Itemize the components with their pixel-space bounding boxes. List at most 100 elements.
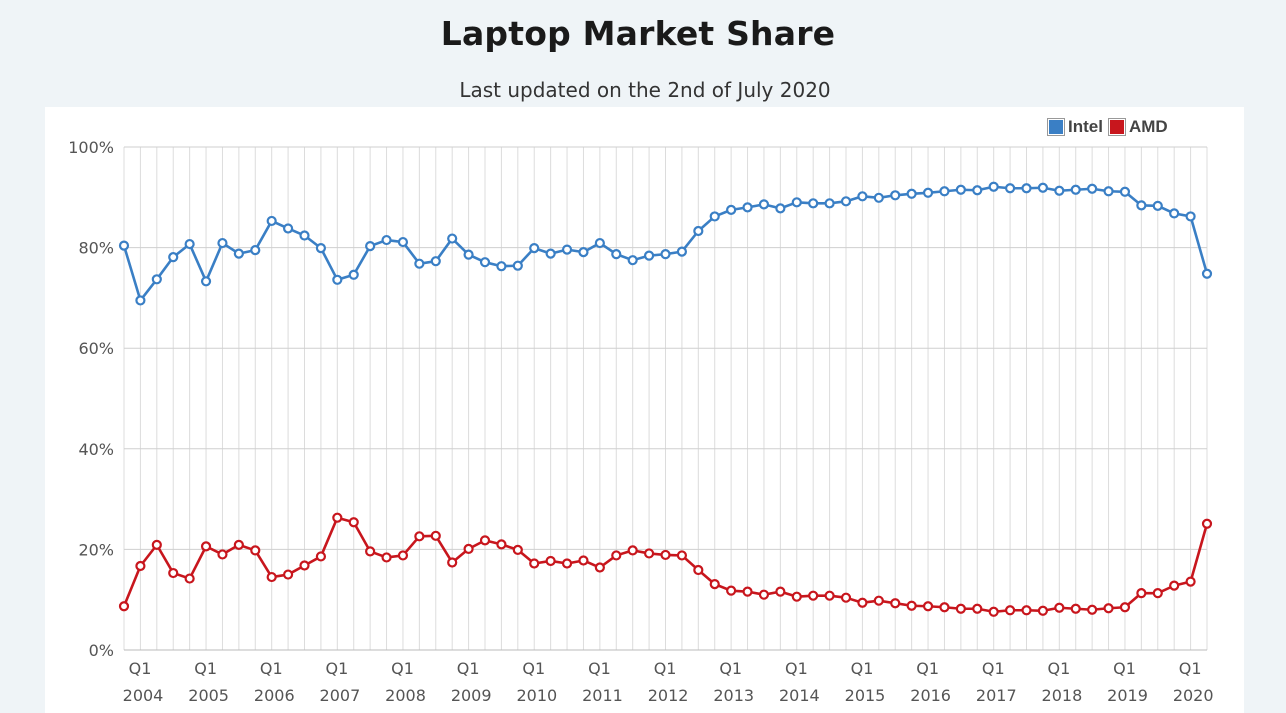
data-point-intel[interactable] — [463, 249, 474, 260]
data-point-amd[interactable] — [151, 539, 162, 550]
data-point-amd[interactable] — [709, 579, 720, 590]
data-point-amd[interactable] — [857, 597, 868, 608]
data-point-amd[interactable] — [414, 531, 425, 542]
data-point-amd[interactable] — [955, 603, 966, 614]
data-point-amd[interactable] — [890, 598, 901, 609]
data-point-intel[interactable] — [299, 230, 310, 241]
data-point-intel[interactable] — [1004, 183, 1016, 194]
data-point-amd[interactable] — [873, 595, 884, 606]
data-point-intel[interactable] — [758, 199, 770, 210]
data-point-intel[interactable] — [332, 274, 343, 285]
data-point-amd[interactable] — [972, 603, 983, 614]
data-point-amd[interactable] — [758, 589, 770, 600]
data-point-intel[interactable] — [1136, 200, 1147, 211]
data-point-intel[interactable] — [200, 276, 212, 287]
data-point-amd[interactable] — [118, 601, 130, 612]
data-point-amd[interactable] — [1169, 580, 1180, 591]
data-point-amd[interactable] — [512, 544, 523, 556]
data-point-amd[interactable] — [1119, 602, 1131, 613]
data-point-amd[interactable] — [988, 606, 999, 617]
data-point-amd[interactable] — [742, 586, 753, 597]
data-point-amd[interactable] — [381, 552, 392, 563]
data-point-intel[interactable] — [315, 243, 327, 254]
data-point-intel[interactable] — [578, 247, 589, 258]
data-point-amd[interactable] — [693, 564, 704, 576]
data-point-intel[interactable] — [233, 248, 244, 259]
data-point-amd[interactable] — [135, 560, 146, 572]
data-point-amd[interactable] — [447, 557, 458, 568]
data-point-amd[interactable] — [332, 512, 343, 523]
data-point-intel[interactable] — [742, 202, 753, 213]
data-point-amd[interactable] — [397, 550, 409, 561]
data-point-amd[interactable] — [168, 567, 179, 579]
data-point-intel[interactable] — [365, 240, 376, 252]
data-point-intel[interactable] — [808, 198, 819, 209]
data-point-amd[interactable] — [1201, 518, 1213, 529]
data-point-intel[interactable] — [168, 252, 179, 263]
data-point-intel[interactable] — [135, 295, 146, 306]
data-point-intel[interactable] — [1201, 268, 1213, 279]
data-point-amd[interactable] — [1103, 603, 1114, 614]
data-point-amd[interactable] — [643, 548, 655, 559]
data-point-intel[interactable] — [1169, 208, 1180, 219]
data-point-amd[interactable] — [561, 558, 573, 569]
data-point-amd[interactable] — [939, 602, 950, 613]
data-point-intel[interactable] — [726, 204, 737, 215]
data-point-amd[interactable] — [299, 560, 310, 571]
data-point-amd[interactable] — [611, 550, 622, 561]
data-point-intel[interactable] — [1070, 184, 1081, 195]
data-point-amd[interactable] — [1054, 602, 1065, 613]
data-point-intel[interactable] — [1185, 211, 1196, 222]
data-point-amd[interactable] — [578, 555, 589, 566]
data-point-amd[interactable] — [1136, 588, 1147, 599]
data-point-intel[interactable] — [1103, 186, 1114, 197]
data-point-intel[interactable] — [611, 249, 622, 260]
data-point-amd[interactable] — [430, 530, 441, 541]
data-point-amd[interactable] — [266, 571, 277, 583]
data-point-intel[interactable] — [873, 192, 884, 203]
data-point-intel[interactable] — [496, 261, 507, 272]
data-point-intel[interactable] — [660, 249, 671, 260]
data-point-amd[interactable] — [1021, 605, 1032, 616]
data-point-intel[interactable] — [627, 255, 638, 266]
data-point-amd[interactable] — [1037, 605, 1049, 616]
data-point-intel[interactable] — [184, 238, 195, 250]
data-point-intel[interactable] — [791, 197, 802, 208]
data-point-amd[interactable] — [594, 562, 605, 573]
legend-item-intel[interactable]: Intel — [1047, 117, 1103, 137]
data-point-amd[interactable] — [1185, 576, 1196, 587]
data-point-amd[interactable] — [233, 539, 244, 550]
data-point-intel[interactable] — [1021, 183, 1032, 194]
data-point-intel[interactable] — [282, 223, 294, 234]
data-point-intel[interactable] — [217, 237, 228, 249]
data-point-intel[interactable] — [430, 256, 441, 267]
data-point-intel[interactable] — [266, 215, 277, 227]
data-point-intel[interactable] — [988, 181, 999, 192]
data-point-amd[interactable] — [676, 550, 688, 561]
data-point-amd[interactable] — [791, 591, 802, 602]
data-point-amd[interactable] — [529, 558, 540, 569]
data-point-amd[interactable] — [1152, 588, 1163, 599]
data-point-intel[interactable] — [151, 274, 162, 285]
data-point-amd[interactable] — [184, 573, 195, 584]
data-point-amd[interactable] — [348, 517, 359, 528]
legend-item-amd[interactable]: AMD — [1107, 117, 1168, 137]
data-point-intel[interactable] — [1152, 200, 1163, 211]
data-point-amd[interactable] — [808, 590, 819, 601]
data-point-amd[interactable] — [479, 535, 491, 546]
data-point-amd[interactable] — [463, 543, 474, 554]
data-point-intel[interactable] — [775, 203, 786, 214]
data-point-intel[interactable] — [512, 260, 523, 271]
data-point-intel[interactable] — [890, 190, 901, 201]
data-point-amd[interactable] — [906, 600, 917, 611]
data-point-intel[interactable] — [118, 240, 130, 251]
data-point-intel[interactable] — [922, 187, 934, 198]
data-point-amd[interactable] — [627, 545, 638, 556]
data-point-intel[interactable] — [955, 184, 966, 195]
data-point-amd[interactable] — [660, 549, 671, 561]
data-point-amd[interactable] — [922, 601, 934, 612]
data-point-amd[interactable] — [217, 549, 228, 560]
data-point-amd[interactable] — [496, 539, 507, 550]
data-point-intel[interactable] — [1037, 182, 1049, 193]
data-point-intel[interactable] — [857, 191, 868, 202]
